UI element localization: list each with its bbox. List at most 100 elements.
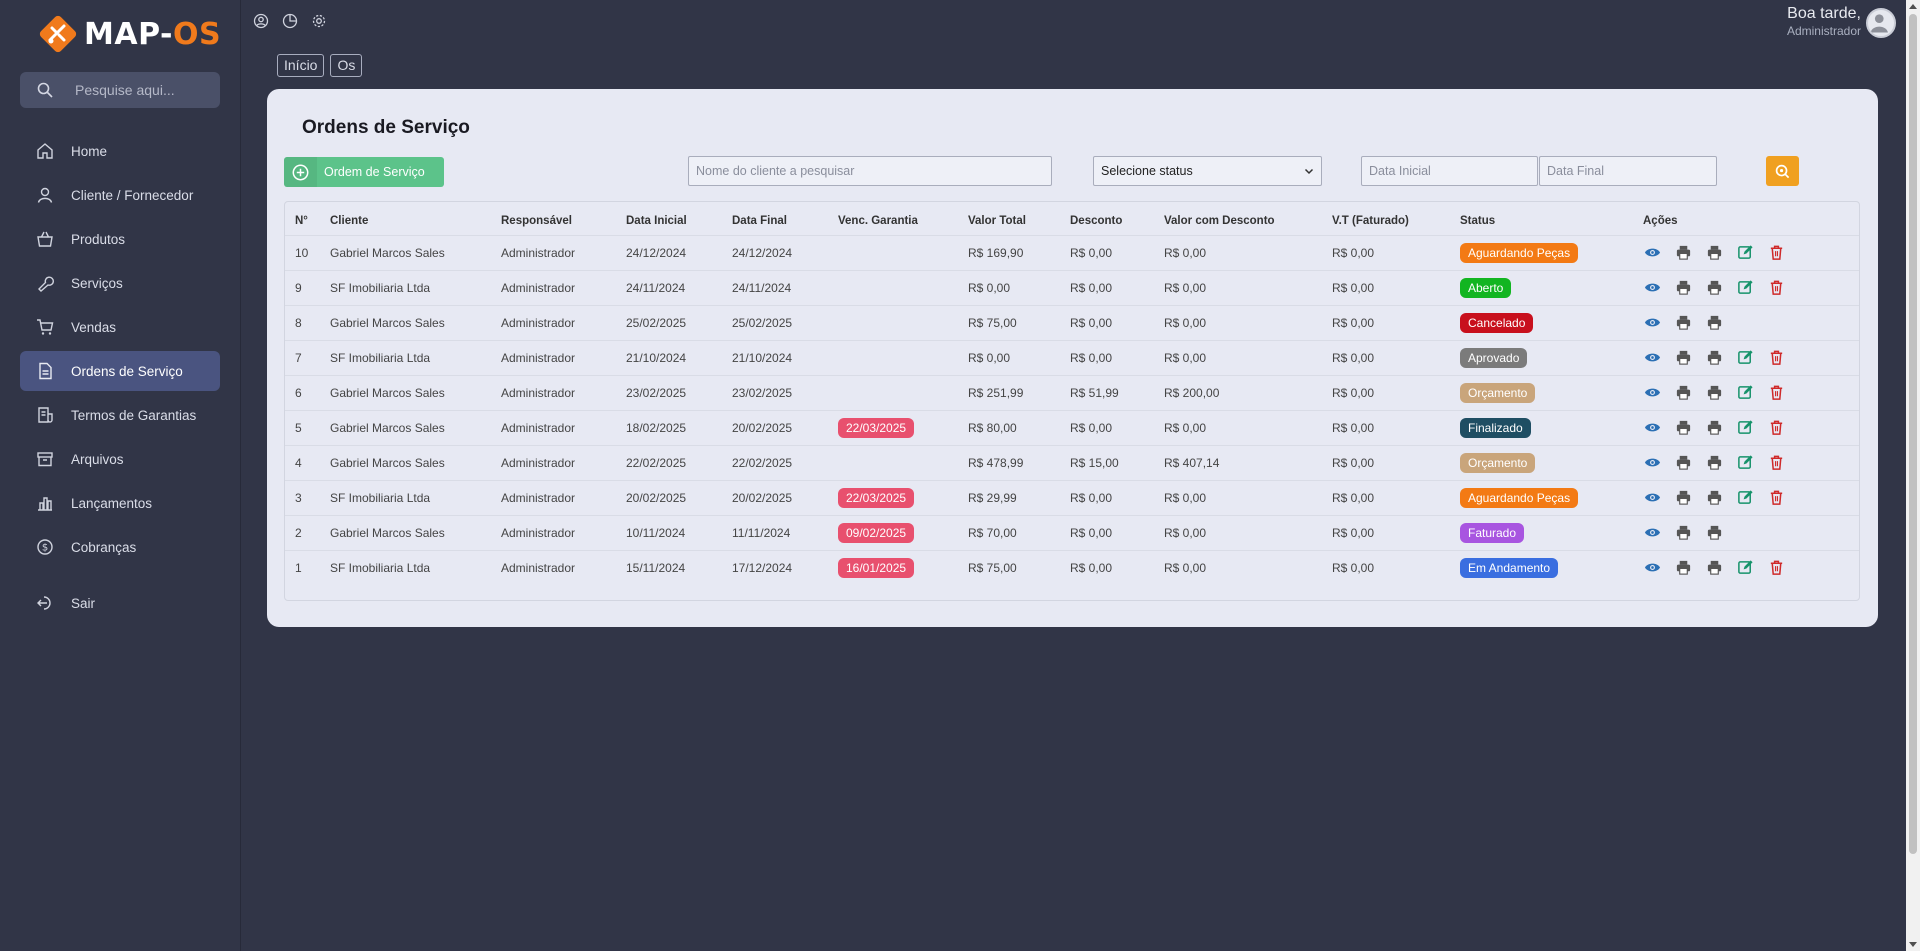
- printer-icon[interactable]: [1705, 419, 1723, 437]
- sidebar-item-arquivos[interactable]: Arquivos: [20, 439, 220, 479]
- eye-icon[interactable]: [1643, 314, 1661, 332]
- os-table-container: N° Cliente Responsável Data Inicial Data Fin…: [284, 201, 1860, 601]
- eye-icon[interactable]: [1643, 489, 1661, 507]
- status-select[interactable]: Selecione status: [1093, 156, 1322, 186]
- printer-icon[interactable]: [1674, 244, 1692, 262]
- printer-icon[interactable]: [1705, 524, 1723, 542]
- client-search-input[interactable]: Nome do cliente a pesquisar: [688, 156, 1052, 186]
- trash-icon[interactable]: [1767, 244, 1785, 262]
- printer-icon[interactable]: [1674, 454, 1692, 472]
- cell-total: R$ 75,00: [968, 304, 1070, 340]
- trash-icon[interactable]: [1767, 489, 1785, 507]
- search-icon: [37, 82, 53, 98]
- table-row[interactable]: 7 SF Imobiliaria Ltda Administrador 21/10/2…: [285, 339, 1859, 375]
- edit-icon[interactable]: [1736, 384, 1754, 402]
- cell-comdesc: R$ 0,00: [1164, 269, 1332, 305]
- table-row[interactable]: 10 Gabriel Marcos Sales Administrador 24/12…: [285, 234, 1859, 270]
- date-start-input[interactable]: Data Inicial: [1361, 156, 1538, 186]
- sidebar-item-ordens-de-servico[interactable]: Ordens de Serviço: [20, 351, 220, 391]
- table-row[interactable]: 2 Gabriel Marcos Sales Administrador 10/11/…: [285, 514, 1859, 550]
- sidebar-item-lancamentos[interactable]: Lançamentos: [20, 483, 220, 523]
- edit-icon[interactable]: [1736, 349, 1754, 367]
- pie-chart-icon[interactable]: [282, 13, 298, 29]
- table-row[interactable]: 8 Gabriel Marcos Sales Administrador 25/02/…: [285, 304, 1859, 340]
- edit-icon[interactable]: [1736, 454, 1754, 472]
- page-scrollbar[interactable]: [1906, 0, 1920, 951]
- sidebar-item-cliente-fornecedor[interactable]: Cliente / Fornecedor: [20, 175, 220, 215]
- table-row[interactable]: 5 Gabriel Marcos Sales Administrador 18/02/…: [285, 409, 1859, 445]
- trash-icon[interactable]: [1767, 559, 1785, 577]
- printer-icon[interactable]: [1705, 314, 1723, 332]
- edit-icon[interactable]: [1736, 419, 1754, 437]
- printer-icon[interactable]: [1705, 349, 1723, 367]
- printer-icon[interactable]: [1674, 559, 1692, 577]
- trash-icon[interactable]: [1767, 349, 1785, 367]
- cell-total: R$ 80,00: [968, 409, 1070, 445]
- eye-icon[interactable]: [1643, 454, 1661, 472]
- eye-icon[interactable]: [1643, 349, 1661, 367]
- printer-icon[interactable]: [1674, 349, 1692, 367]
- home-icon: [37, 143, 53, 159]
- sidebar-item-servicos[interactable]: Serviços: [20, 263, 220, 303]
- gear-icon[interactable]: [311, 13, 327, 29]
- edit-icon[interactable]: [1736, 279, 1754, 297]
- cell-cliente: SF Imobiliaria Ltda: [330, 339, 501, 375]
- eye-icon[interactable]: [1643, 419, 1661, 437]
- table-row[interactable]: 1 SF Imobiliaria Ltda Administrador 15/11/2…: [285, 549, 1859, 585]
- column-header: Desconto: [1070, 215, 1123, 228]
- add-os-button[interactable]: Ordem de Serviço: [284, 157, 444, 187]
- warranty-cell: 16/01/2025: [838, 549, 968, 585]
- edit-icon[interactable]: [1736, 489, 1754, 507]
- printer-icon[interactable]: [1705, 384, 1723, 402]
- table-row[interactable]: 9 SF Imobiliaria Ltda Administrador 24/11/2…: [285, 269, 1859, 305]
- printer-icon[interactable]: [1674, 384, 1692, 402]
- table-row[interactable]: 6 Gabriel Marcos Sales Administrador 23/02/…: [285, 374, 1859, 410]
- sidebar-item-cobrancas[interactable]: $ Cobranças: [20, 527, 220, 567]
- avatar[interactable]: [1866, 8, 1896, 38]
- printer-icon[interactable]: [1674, 524, 1692, 542]
- printer-icon[interactable]: [1705, 279, 1723, 297]
- printer-icon[interactable]: [1674, 314, 1692, 332]
- app-logo[interactable]: MAP-OS: [38, 14, 221, 54]
- scrollbar-thumb[interactable]: [1909, 14, 1917, 854]
- sidebar-item-sair[interactable]: Sair: [20, 583, 220, 623]
- printer-icon[interactable]: [1674, 279, 1692, 297]
- eye-icon[interactable]: [1643, 244, 1661, 262]
- scroll-down-arrow[interactable]: [1909, 942, 1917, 947]
- printer-icon[interactable]: [1705, 489, 1723, 507]
- trash-icon[interactable]: [1767, 279, 1785, 297]
- cell-desc: R$ 0,00: [1070, 479, 1164, 515]
- filter-search-button[interactable]: [1766, 156, 1799, 186]
- trash-icon[interactable]: [1767, 454, 1785, 472]
- trash-icon[interactable]: [1767, 384, 1785, 402]
- table-row[interactable]: 4 Gabriel Marcos Sales Administrador 22/02/…: [285, 444, 1859, 480]
- trash-icon[interactable]: [1767, 419, 1785, 437]
- printer-icon[interactable]: [1705, 559, 1723, 577]
- cell-resp: Administrador: [501, 514, 626, 550]
- eye-icon[interactable]: [1643, 279, 1661, 297]
- table-row[interactable]: 3 SF Imobiliaria Ltda Administrador 20/02/2…: [285, 479, 1859, 515]
- breadcrumb-os[interactable]: Os: [330, 54, 363, 77]
- user-circle-icon[interactable]: [253, 13, 269, 29]
- cell-n: 6: [285, 374, 330, 410]
- cell-total: R$ 0,00: [968, 339, 1070, 375]
- cell-ini: 18/02/2025: [626, 409, 732, 445]
- sidebar-search[interactable]: Pesquise aqui...: [20, 72, 220, 108]
- sidebar-item-vendas[interactable]: Vendas: [20, 307, 220, 347]
- sidebar-item-produtos[interactable]: Produtos: [20, 219, 220, 259]
- printer-icon[interactable]: [1674, 489, 1692, 507]
- breadcrumb-inicio[interactable]: Início: [277, 54, 325, 77]
- sidebar-item-home[interactable]: Home: [20, 131, 220, 171]
- date-end-input[interactable]: Data Final: [1539, 156, 1717, 186]
- eye-icon[interactable]: [1643, 384, 1661, 402]
- edit-icon[interactable]: [1736, 559, 1754, 577]
- cell-total: R$ 0,00: [968, 269, 1070, 305]
- scroll-up-arrow[interactable]: [1909, 4, 1917, 9]
- printer-icon[interactable]: [1674, 419, 1692, 437]
- eye-icon[interactable]: [1643, 559, 1661, 577]
- edit-icon[interactable]: [1736, 244, 1754, 262]
- printer-icon[interactable]: [1705, 454, 1723, 472]
- eye-icon[interactable]: [1643, 524, 1661, 542]
- sidebar-item-termos-de-garantias[interactable]: Termos de Garantias: [20, 395, 220, 435]
- printer-icon[interactable]: [1705, 244, 1723, 262]
